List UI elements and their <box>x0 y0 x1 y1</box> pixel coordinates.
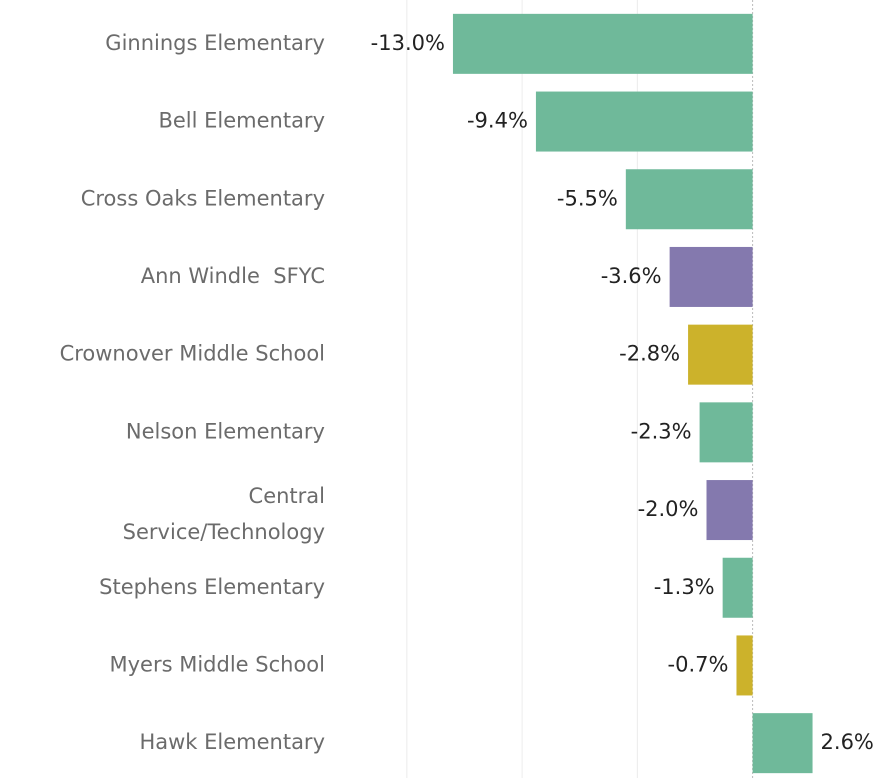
category-label: Central Service/Technology <box>123 484 325 544</box>
category-label: Hawk Elementary <box>139 730 325 754</box>
category-label: Nelson Elementary <box>126 419 325 443</box>
category-label: Myers Middle School <box>110 652 325 676</box>
bar <box>452 13 753 74</box>
category-label: Bell Elementary <box>158 109 325 133</box>
value-label: -2.0% <box>638 497 699 521</box>
value-label: -2.8% <box>619 342 680 366</box>
bar <box>722 557 753 618</box>
value-label: 2.6% <box>821 730 874 754</box>
category-label: Stephens Elementary <box>99 575 325 599</box>
bar <box>625 169 753 230</box>
value-label: -5.5% <box>557 186 618 210</box>
value-label: -9.4% <box>467 109 528 133</box>
value-label: -0.7% <box>668 652 729 676</box>
category-label: Cross Oaks Elementary <box>81 186 325 210</box>
bar <box>752 713 813 774</box>
bar <box>706 480 753 541</box>
bar <box>699 402 753 463</box>
bar <box>535 91 753 152</box>
bar <box>736 635 753 696</box>
bar <box>688 324 753 385</box>
value-label: -13.0% <box>371 31 445 55</box>
value-label: -1.3% <box>654 575 715 599</box>
value-label: -2.3% <box>631 419 692 443</box>
value-label: -3.6% <box>601 264 662 288</box>
category-label: Crownover Middle School <box>60 342 325 366</box>
category-label: Ginnings Elementary <box>105 31 325 55</box>
category-label: Ann Windle SFYC <box>141 264 325 288</box>
bar <box>669 246 753 307</box>
